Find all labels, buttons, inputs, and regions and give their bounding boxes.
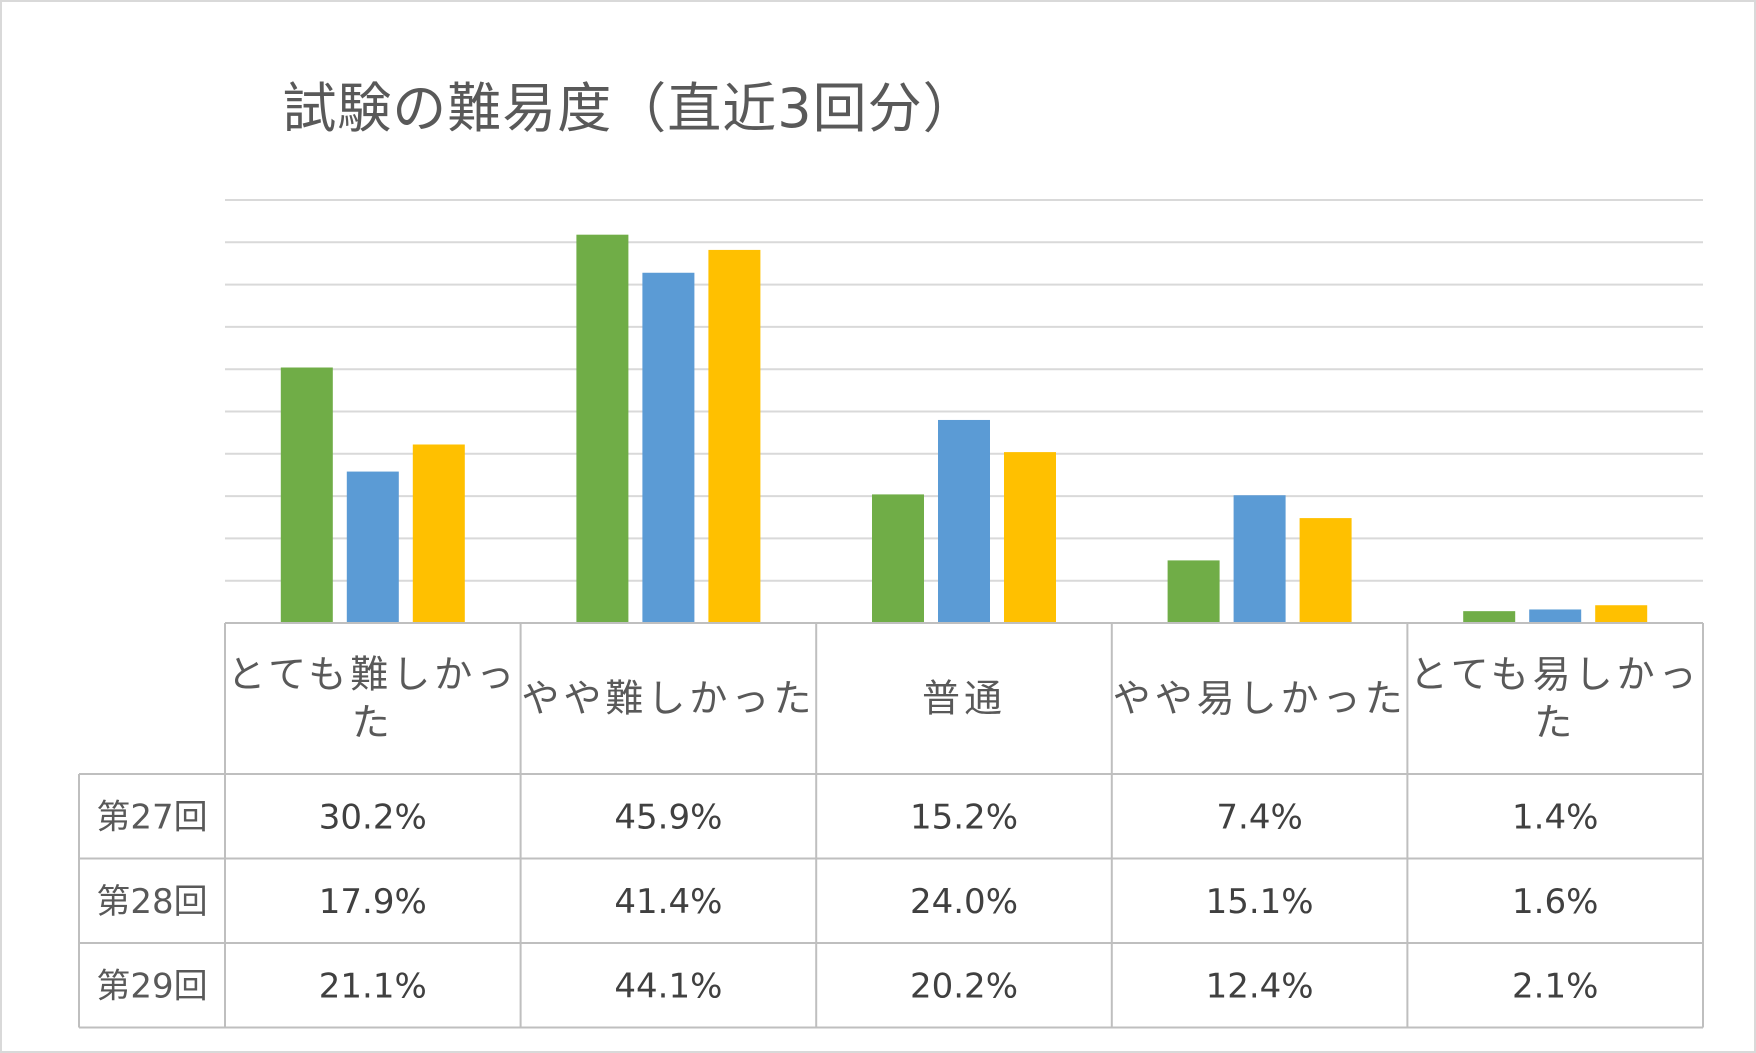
category-label: とても易しかった <box>1410 653 1701 745</box>
data-label: 15.1% <box>1206 882 1314 922</box>
category-label-line: とても難しかっ <box>227 653 518 697</box>
bar <box>280 367 333 623</box>
data-label: 30.2% <box>319 797 427 837</box>
data-label: 17.9% <box>319 882 427 922</box>
bar <box>938 419 990 623</box>
chart-title: 試験の難易度（直近3回分） <box>282 77 978 140</box>
category-label-line: とても易しかっ <box>1410 653 1701 697</box>
series-name: 第27回 <box>96 797 207 837</box>
data-label: 41.4% <box>614 882 722 922</box>
category-label: やや難しかった <box>521 677 815 721</box>
category-label-line: やや難しかった <box>521 677 815 721</box>
data-label: 1.6% <box>1512 882 1598 922</box>
category-label: 普通 <box>922 677 1006 721</box>
bar <box>1167 560 1220 623</box>
bar <box>708 249 761 623</box>
data-label: 2.1% <box>1512 966 1598 1006</box>
bar <box>1299 518 1352 623</box>
data-label: 44.1% <box>614 966 722 1006</box>
data-label: 45.9% <box>614 797 722 837</box>
data-label: 1.4% <box>1512 797 1598 837</box>
bar <box>1004 452 1056 623</box>
bar <box>412 444 465 623</box>
category-label-line: た <box>1534 701 1576 745</box>
category-label: とても難しかった <box>227 653 518 745</box>
bar <box>1529 609 1582 623</box>
bar <box>346 471 399 623</box>
category-label: やや易しかった <box>1113 677 1407 721</box>
series-name: 第28回 <box>96 882 207 922</box>
bar <box>872 494 924 623</box>
data-label: 21.1% <box>319 966 427 1006</box>
bar <box>1595 605 1648 623</box>
data-label: 7.4% <box>1216 797 1302 837</box>
bar <box>1463 611 1516 623</box>
data-label: 24.0% <box>910 882 1018 922</box>
category-label-line: 普通 <box>922 677 1006 721</box>
bar <box>576 234 629 623</box>
data-label: 15.2% <box>910 797 1018 837</box>
category-label-line: やや易しかった <box>1113 677 1407 721</box>
data-label: 20.2% <box>910 966 1018 1006</box>
series-name: 第29回 <box>96 966 207 1006</box>
bar <box>642 272 695 623</box>
category-label-line: た <box>352 701 394 745</box>
bars <box>280 234 1648 623</box>
bar <box>1233 495 1286 623</box>
data-label: 12.4% <box>1206 966 1314 1006</box>
